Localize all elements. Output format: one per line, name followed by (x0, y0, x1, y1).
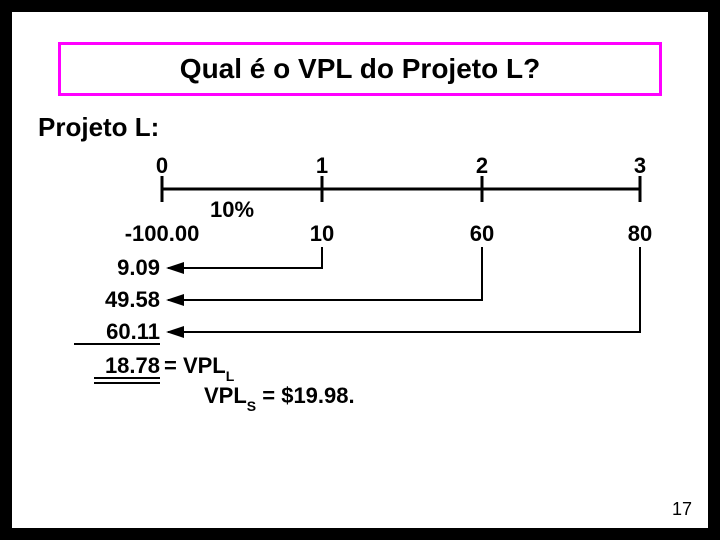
pv-0: 9.09 (117, 255, 160, 280)
title-box: Qual é o VPL do Projeto L? (58, 42, 662, 96)
pv-arrow-2 (168, 247, 482, 300)
pv-1: 49.58 (105, 287, 160, 312)
timeline-diagram: 0-100.0011026038010%9.0949.5860.1118.78 … (12, 149, 708, 479)
npv-label: = VPLL (164, 353, 235, 384)
title-text: Qual é o VPL do Projeto L? (180, 53, 540, 84)
pv-arrow-1 (168, 247, 322, 268)
tick-label-0: 0 (156, 153, 168, 178)
tick-label-1: 1 (316, 153, 328, 178)
npv-value: 18.78 (105, 353, 160, 378)
discount-rate: 10% (210, 197, 254, 222)
page-number: 17 (672, 499, 692, 520)
cashflow-2: 60 (470, 221, 494, 246)
cashflow-3: 80 (628, 221, 652, 246)
pv-arrow-3 (168, 247, 640, 332)
tick-label-3: 3 (634, 153, 646, 178)
tick-label-2: 2 (476, 153, 488, 178)
npv-s-label: VPLS = $19.98. (204, 383, 355, 414)
subtitle: Projeto L: (38, 112, 708, 143)
cashflow-0: -100.00 (125, 221, 200, 246)
cashflow-1: 10 (310, 221, 334, 246)
pv-2: 60.11 (106, 319, 160, 344)
